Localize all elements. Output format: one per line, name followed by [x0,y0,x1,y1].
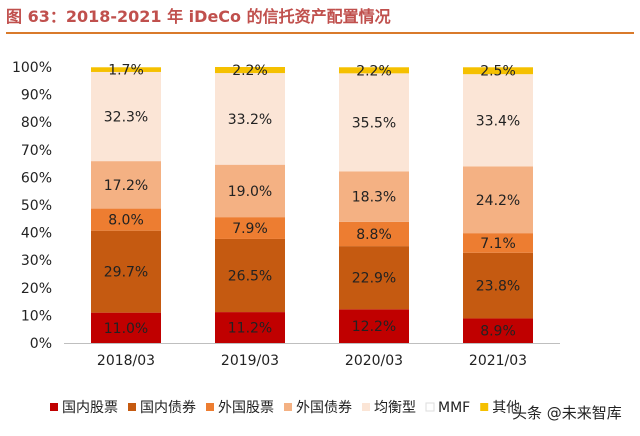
y-tick-label: 0% [30,336,52,352]
bar-segment-2020/03-其他 [339,67,409,74]
y-tick-label: 50% [21,198,52,214]
data-label: 7.9% [232,221,268,237]
legend-swatch-外国股票 [206,403,214,411]
bar-segment-2020/03-外国股票 [339,221,409,247]
legend-label-外国股票: 外国股票 [218,400,274,416]
data-label: 35.5% [352,115,396,131]
bar-segment-2019/03-外国股票 [215,217,285,239]
legend-swatch-国内股票 [50,403,58,411]
data-label: 11.0% [104,321,148,337]
data-label: 7.1% [480,236,516,252]
figure-title: 图 63：2018-2021 年 iDeCo 的信托资产配置情况 [6,2,634,34]
data-label: 2.2% [356,63,392,79]
legend-label-均衡型: 均衡型 [374,400,416,416]
data-label: 26.5% [228,269,272,285]
data-label: 1.7% [108,63,144,79]
bar-segment-2021/03-均衡型 [463,74,533,167]
legend-label-国内股票: 国内股票 [62,400,118,416]
bar-segment-2021/03-外国股票 [463,233,533,253]
data-label: 11.2% [228,321,272,337]
data-label: 29.7% [104,265,148,281]
data-label: 2.2% [232,63,268,79]
bar-segment-2019/03-国内债券 [215,238,285,313]
bar-segment-2018/03-国内股票 [91,312,161,343]
y-tick-label: 70% [21,143,52,159]
data-label: 24.2% [476,193,520,209]
y-tick-label: 30% [21,253,52,269]
bar-segment-2020/03-均衡型 [339,73,409,172]
data-label: 8.9% [480,324,516,340]
bar-segment-2021/03-国内股票 [463,318,533,343]
x-tick-label: 2021/03 [469,353,527,369]
bar-segment-2021/03-其他 [463,67,533,75]
bar-segment-2020/03-国内债券 [339,246,409,310]
y-tick-label: 90% [21,88,52,104]
data-label: 8.0% [108,213,144,229]
bar-segment-2021/03-外国债券 [463,166,533,234]
legend-swatch-国内债券 [128,403,136,411]
data-label: 23.8% [476,279,520,295]
x-tick-label: 2018/03 [97,353,155,369]
data-label: 33.4% [476,113,520,129]
data-label: 22.9% [352,271,396,287]
bar-segment-2018/03-其他 [91,67,161,72]
bar-segment-2018/03-均衡型 [91,71,161,162]
bar-segment-2019/03-均衡型 [215,73,285,165]
y-tick-label: 80% [21,115,52,131]
bar-segment-2018/03-国内债券 [91,230,161,313]
data-label: 32.3% [104,110,148,126]
legend-label-其他: 其他 [492,400,520,416]
data-label: 8.8% [356,227,392,243]
bar-segment-2019/03-国内股票 [215,312,285,343]
legend-label-MMF: MMF [438,400,470,416]
bar-segment-2019/03-其他 [215,67,285,74]
legend-label-外国债券: 外国债券 [296,400,352,416]
y-tick-label: 20% [21,281,52,297]
x-tick-label: 2020/03 [345,353,403,369]
data-label: 12.2% [352,319,396,335]
y-tick-label: 10% [21,308,52,324]
bar-segment-2018/03-外国股票 [91,208,161,231]
legend-swatch-其他 [480,403,489,411]
data-label: 19.0% [228,184,272,200]
y-tick-label: 60% [21,170,52,186]
legend-label-国内债券: 国内债券 [140,400,196,416]
bar-segment-2019/03-外国债券 [215,164,285,218]
bar-segment-2020/03-外国债券 [339,171,409,222]
bar-segment-2020/03-国内股票 [339,309,409,343]
y-tick-label: 100% [12,60,52,76]
legend-swatch-均衡型 [362,403,370,411]
bar-segment-2021/03-国内债券 [463,252,533,319]
bar-segment-2018/03-外国债券 [91,161,161,209]
data-label: 33.2% [228,112,272,128]
data-label: 2.5% [480,64,516,80]
data-label: 18.3% [352,190,396,206]
legend-swatch-外国债券 [284,403,292,411]
y-tick-label: 40% [21,226,52,242]
x-tick-label: 2019/03 [221,353,279,369]
legend-swatch-MMF [425,402,435,412]
data-label: 17.2% [104,178,148,194]
watermark: 头条 @未来智库 [512,404,622,422]
